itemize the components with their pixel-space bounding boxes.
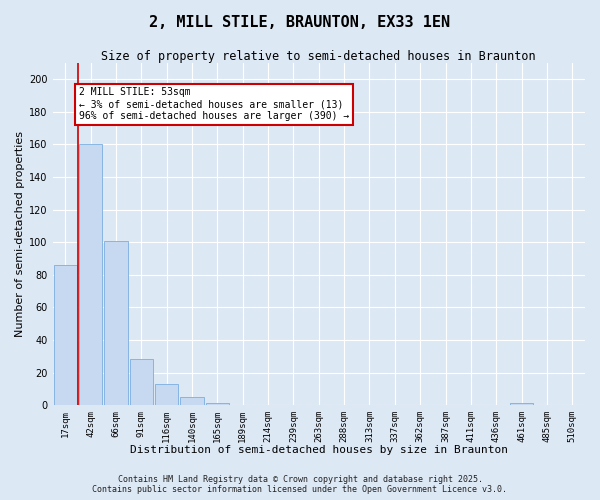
Text: Contains public sector information licensed under the Open Government Licence v3: Contains public sector information licen… — [92, 485, 508, 494]
Bar — [104, 240, 128, 405]
Bar — [79, 144, 102, 405]
X-axis label: Distribution of semi-detached houses by size in Braunton: Distribution of semi-detached houses by … — [130, 445, 508, 455]
Bar — [53, 265, 77, 405]
Y-axis label: Number of semi-detached properties: Number of semi-detached properties — [15, 131, 25, 337]
Title: Size of property relative to semi-detached houses in Braunton: Size of property relative to semi-detach… — [101, 50, 536, 63]
Bar — [510, 404, 533, 405]
Text: 2, MILL STILE, BRAUNTON, EX33 1EN: 2, MILL STILE, BRAUNTON, EX33 1EN — [149, 15, 451, 30]
Bar — [206, 404, 229, 405]
Text: 2 MILL STILE: 53sqm
← 3% of semi-detached houses are smaller (13)
96% of semi-de: 2 MILL STILE: 53sqm ← 3% of semi-detache… — [79, 88, 349, 120]
Bar — [130, 360, 153, 405]
Bar — [155, 384, 178, 405]
Bar — [181, 397, 203, 405]
Text: Contains HM Land Registry data © Crown copyright and database right 2025.: Contains HM Land Registry data © Crown c… — [118, 475, 482, 484]
